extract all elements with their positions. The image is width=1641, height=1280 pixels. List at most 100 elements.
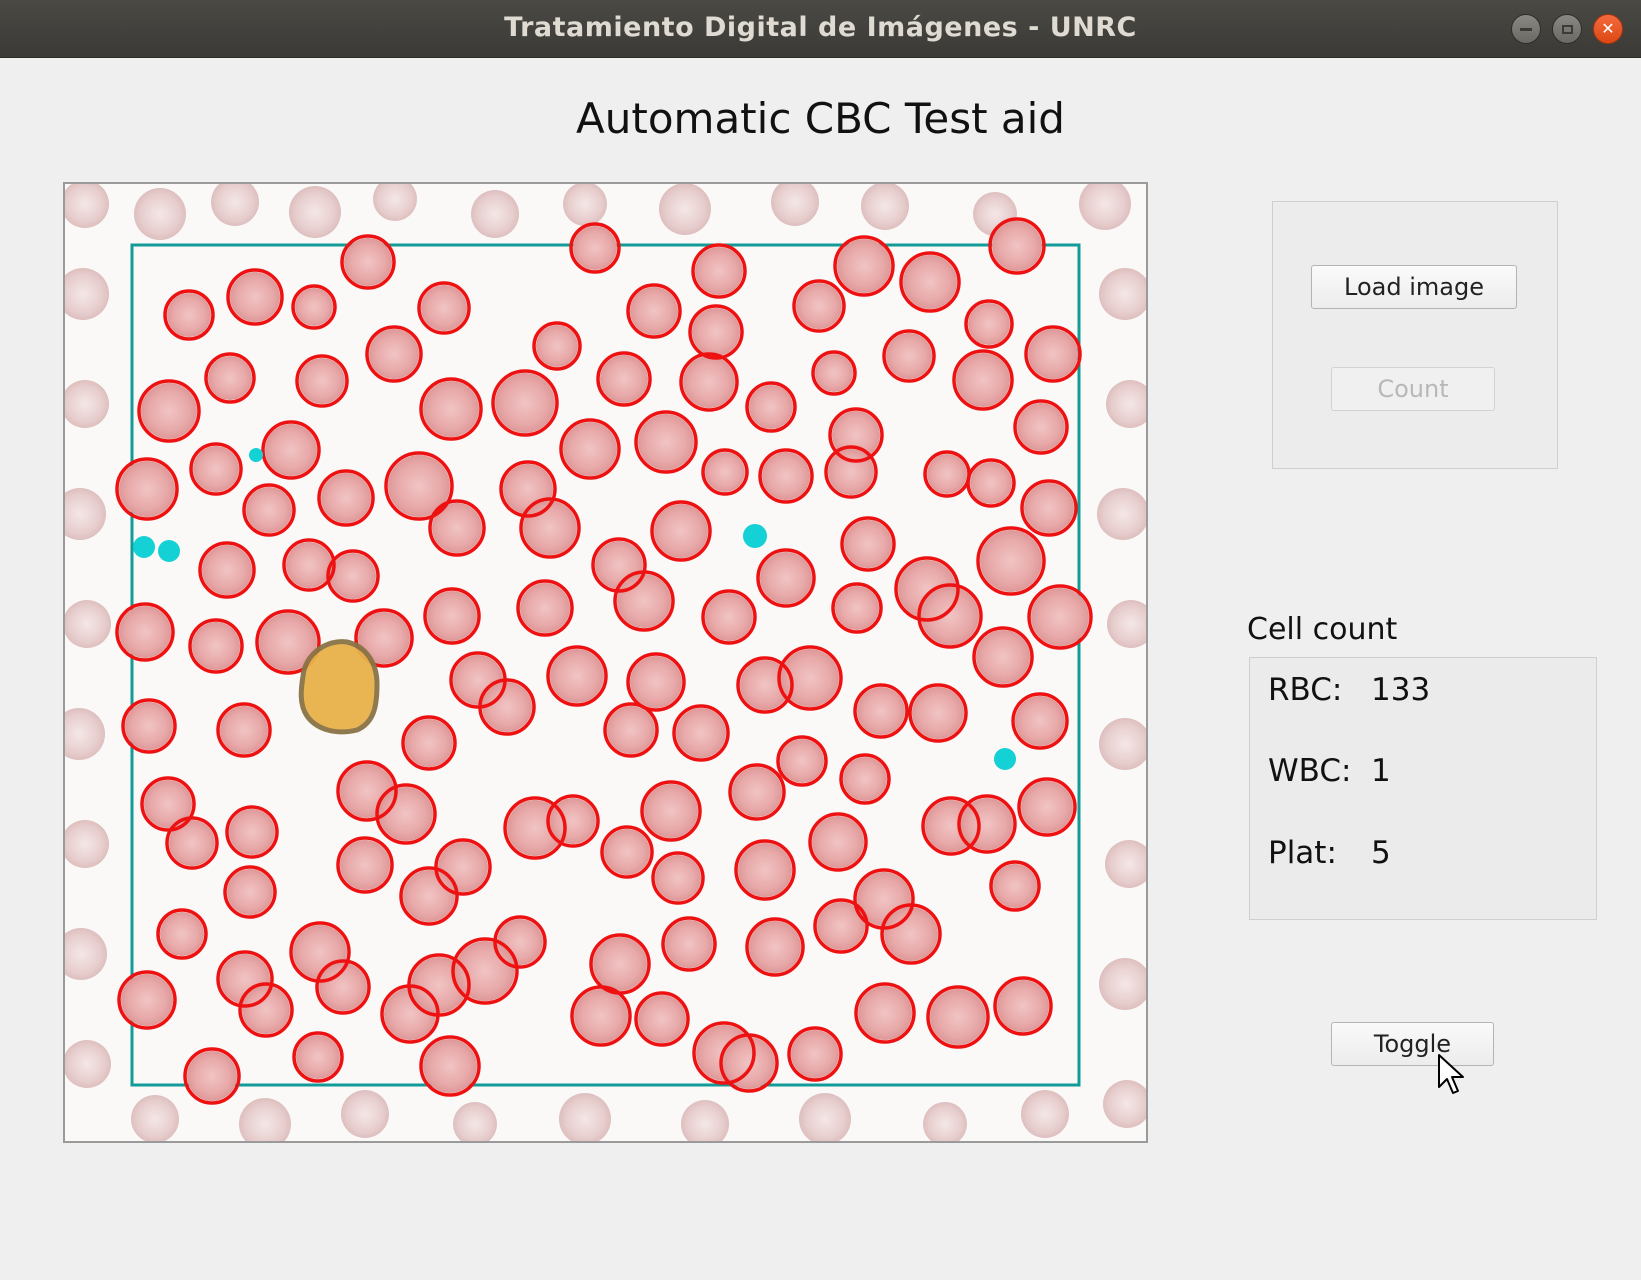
rbc-detection-circle — [216, 950, 274, 1008]
background-cell — [65, 488, 106, 540]
close-button[interactable]: ✕ — [1593, 14, 1623, 44]
rbc-detection-circle — [546, 794, 600, 848]
rbc-detection-circle — [198, 541, 256, 599]
red-blood-cell — [630, 656, 682, 708]
rbc-detection-circle — [921, 796, 981, 856]
toggle-button[interactable]: Toggle — [1331, 1022, 1494, 1066]
red-blood-cell — [837, 239, 891, 293]
rbc-detection-circle — [121, 698, 177, 754]
red-blood-cell — [654, 504, 708, 558]
wbc-label: WBC: — [1268, 753, 1352, 789]
rbc-detection-circle — [787, 1026, 843, 1082]
rbc-detection-circle — [516, 579, 574, 637]
rbc-detection-circle — [428, 499, 486, 557]
window-title: Tratamiento Digital de Imágenes - UNRC — [504, 12, 1137, 43]
rbc-detection-circle — [840, 516, 896, 572]
rbc-detection-circle — [894, 556, 960, 622]
wbc-count-row: WBC: 1 — [1268, 753, 1391, 789]
rbc-detection-circle — [688, 304, 744, 360]
rbc-detection-circle — [570, 985, 632, 1047]
background-cell — [239, 1098, 291, 1141]
rbc-detection-circle — [745, 917, 805, 977]
red-blood-cell — [993, 864, 1037, 908]
rbc-detection-circle — [1011, 692, 1069, 750]
red-blood-cell — [358, 612, 410, 664]
page-title: Automatic CBC Test aid — [576, 94, 1065, 143]
red-blood-cell — [141, 383, 197, 439]
rbc-detection-circle — [401, 715, 457, 771]
rbc-detection-circle — [315, 959, 371, 1015]
rbc-detection-circle — [282, 538, 336, 592]
rbc-detection-circle — [183, 1047, 241, 1105]
red-blood-cell — [1024, 483, 1074, 533]
rbc-detection-circle — [917, 583, 983, 649]
rbc-detection-circle — [399, 866, 459, 926]
rbc-detection-circle — [634, 410, 698, 474]
rbc-detection-circle — [640, 780, 702, 842]
red-blood-cell — [723, 1037, 775, 1089]
red-blood-cell — [595, 541, 643, 589]
rbc-label: RBC: — [1268, 672, 1343, 708]
platelet-marker — [249, 448, 263, 462]
red-blood-cell — [1021, 781, 1073, 833]
platelet-marker — [743, 524, 767, 548]
count-button[interactable]: Count — [1331, 367, 1495, 411]
red-blood-cell — [644, 784, 698, 838]
window-titlebar[interactable]: Tratamiento Digital de Imágenes - UNRC ✕ — [0, 0, 1641, 58]
red-blood-cell — [732, 767, 782, 817]
red-blood-cell — [403, 870, 455, 922]
red-blood-cell — [536, 325, 578, 367]
blood-smear-image — [63, 182, 1148, 1143]
red-blood-cell — [340, 840, 390, 890]
rbc-detection-circle — [204, 352, 256, 404]
red-blood-cell — [858, 986, 912, 1040]
red-blood-cell — [125, 702, 173, 750]
rbc-detection-circle — [792, 279, 846, 333]
rbc-detection-circle — [824, 445, 878, 499]
background-cell — [131, 1095, 179, 1141]
background-cell — [471, 190, 519, 238]
red-blood-cell — [563, 422, 617, 476]
red-blood-cell — [927, 454, 967, 494]
minimize-button[interactable] — [1511, 14, 1541, 44]
red-blood-cell — [638, 995, 686, 1043]
load-image-button[interactable]: Load image — [1311, 265, 1517, 309]
red-blood-cell — [762, 452, 810, 500]
rbc-detection-circle — [831, 582, 883, 634]
red-blood-cell — [192, 622, 240, 670]
wbc-value: 1 — [1371, 753, 1391, 789]
red-blood-cell — [760, 552, 812, 604]
red-blood-cell — [119, 606, 171, 658]
red-blood-cell — [912, 687, 964, 739]
red-blood-cell — [835, 586, 879, 630]
maximize-icon — [1561, 24, 1573, 34]
background-cell — [1099, 958, 1146, 1010]
rbc-detection-circle — [503, 796, 567, 860]
rbc-detection-circle — [419, 377, 483, 441]
plat-value: 5 — [1371, 835, 1391, 871]
red-blood-cell — [286, 542, 332, 588]
red-blood-cell — [550, 649, 604, 703]
red-blood-cell — [242, 986, 290, 1034]
white-blood-cell — [298, 639, 380, 735]
rbc-detection-circle — [880, 903, 942, 965]
rbc-detection-circle — [419, 1035, 481, 1097]
background-cell — [134, 188, 186, 240]
background-cell — [1105, 840, 1146, 888]
rbc-detection-circle — [375, 783, 437, 845]
close-icon: ✕ — [1601, 19, 1615, 38]
red-blood-cell — [340, 764, 394, 818]
rbc-detection-circle — [137, 379, 201, 443]
rbc-detection-circle — [165, 816, 219, 870]
rbc-detection-circle — [952, 349, 1014, 411]
maximize-button[interactable] — [1552, 14, 1582, 44]
detection-overlay — [65, 184, 1146, 1141]
rbc-detection-circle — [569, 222, 621, 274]
rbc-detection-circle — [326, 549, 380, 603]
background-cell — [1021, 1090, 1069, 1138]
red-blood-cell — [144, 780, 192, 828]
background-cell — [1099, 718, 1146, 770]
platelet-marker — [994, 748, 1016, 770]
rbc-detection-circle — [808, 812, 868, 872]
rbc-detection-circle — [719, 1033, 779, 1093]
